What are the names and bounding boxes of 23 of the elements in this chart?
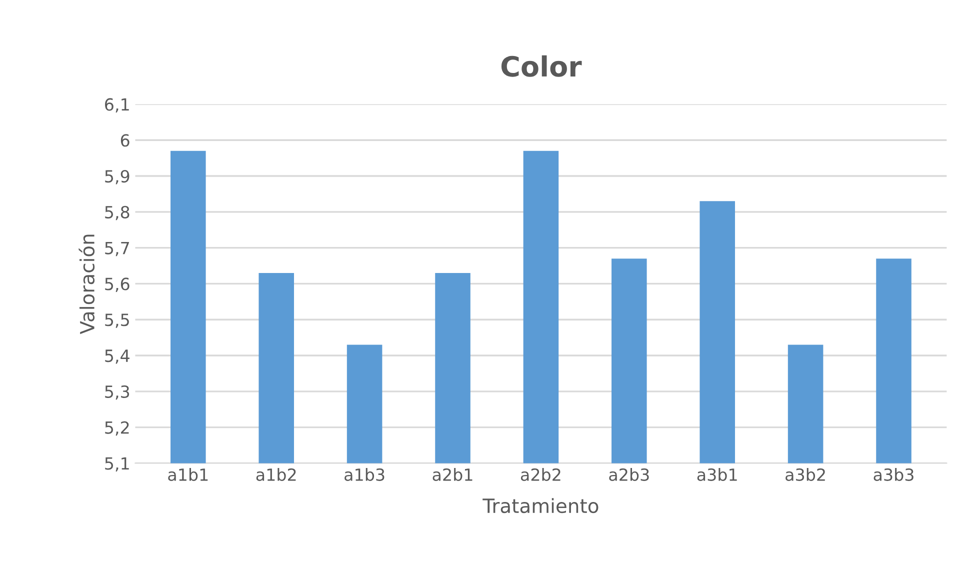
y-axis-title: Valoración xyxy=(78,234,95,334)
x-tick-label: a2b1 xyxy=(432,468,472,481)
x-tick-label: a1b1 xyxy=(168,468,208,481)
x-tick-label: a3b1 xyxy=(697,468,737,481)
y-tick-label: 5,5 xyxy=(105,314,129,328)
x-tick-label: a1b3 xyxy=(344,468,384,481)
y-tick-label: 5,6 xyxy=(105,278,130,292)
y-tick-label: 5,7 xyxy=(105,242,129,256)
x-axis-title: Tratamiento xyxy=(482,498,598,514)
x-tick-label: a1b2 xyxy=(256,468,296,481)
y-tick-label: 6 xyxy=(120,134,130,147)
x-tick-label: a3b2 xyxy=(786,468,825,481)
y-tick-label: 5,2 xyxy=(105,421,129,436)
chart-title: Color xyxy=(501,55,582,77)
y-tick-label: 5,9 xyxy=(105,170,130,184)
x-tick-label: a2b2 xyxy=(520,468,560,481)
y-tick-label: 5,3 xyxy=(105,385,130,400)
y-tick-label: 6,1 xyxy=(105,98,129,112)
y-tick-label: 5,4 xyxy=(105,350,130,364)
y-tick-label: 5,1 xyxy=(105,457,129,472)
y-tick-label: 5,8 xyxy=(105,206,130,220)
x-tick-label: a3b3 xyxy=(874,468,914,481)
x-tick-label: a2b3 xyxy=(609,468,649,481)
